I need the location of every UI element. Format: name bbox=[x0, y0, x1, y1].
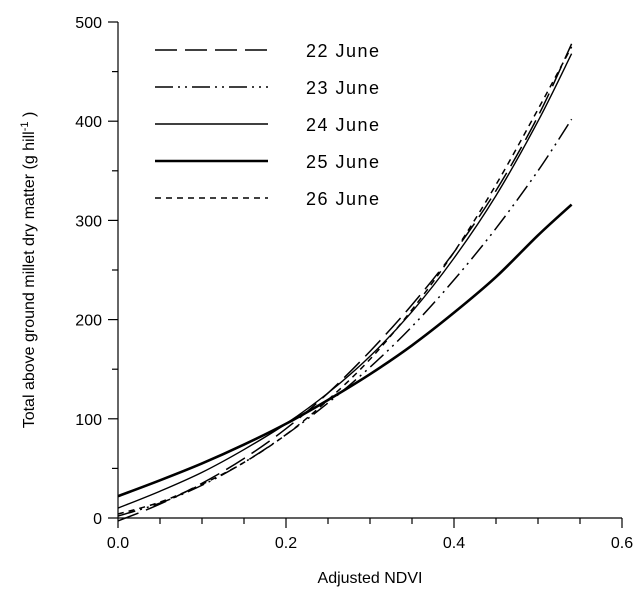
y-tick-label: 500 bbox=[75, 15, 102, 32]
ticks bbox=[108, 21, 623, 528]
legend-label: 24 June bbox=[306, 115, 381, 135]
series-line-22-june bbox=[117, 43, 573, 522]
y-tick-label: 0 bbox=[93, 511, 102, 528]
y-tick-label: 100 bbox=[75, 412, 102, 429]
x-tick-label: 0.6 bbox=[611, 535, 633, 552]
y-tick-label: 300 bbox=[75, 213, 102, 230]
y-axis-title-superscript: -1 bbox=[19, 121, 31, 131]
legend-label: 26 June bbox=[306, 189, 381, 209]
legend-label: 25 June bbox=[306, 152, 381, 172]
x-tick-label: 0.2 bbox=[275, 535, 297, 552]
legend: 22 June 23 June 24 June 25 June 26 June bbox=[155, 41, 381, 209]
y-axis-title-main: Total above ground millet dry matter (g … bbox=[21, 131, 38, 428]
series-line-23-june bbox=[117, 118, 573, 517]
series-line-25-june bbox=[117, 203, 573, 498]
tick-labels: 0.0 0.2 0.4 0.6 0 100 200 300 400 500 bbox=[75, 15, 633, 552]
series-layer bbox=[117, 43, 573, 522]
x-tick-label: 0.0 bbox=[107, 535, 129, 552]
legend-label: 23 June bbox=[306, 78, 381, 98]
legend-label: 22 June bbox=[306, 41, 381, 61]
y-tick-label: 400 bbox=[75, 114, 102, 131]
series-line-26-june bbox=[117, 46, 573, 515]
y-tick-label: 200 bbox=[75, 313, 102, 330]
x-tick-label: 0.4 bbox=[443, 535, 465, 552]
y-axis-title: Total above ground millet dry matter (g … bbox=[19, 112, 38, 429]
y-axis-title-close: ) bbox=[21, 112, 38, 122]
x-axis-title: Adjusted NDVI bbox=[318, 570, 423, 587]
series-line-24-june bbox=[117, 53, 573, 509]
